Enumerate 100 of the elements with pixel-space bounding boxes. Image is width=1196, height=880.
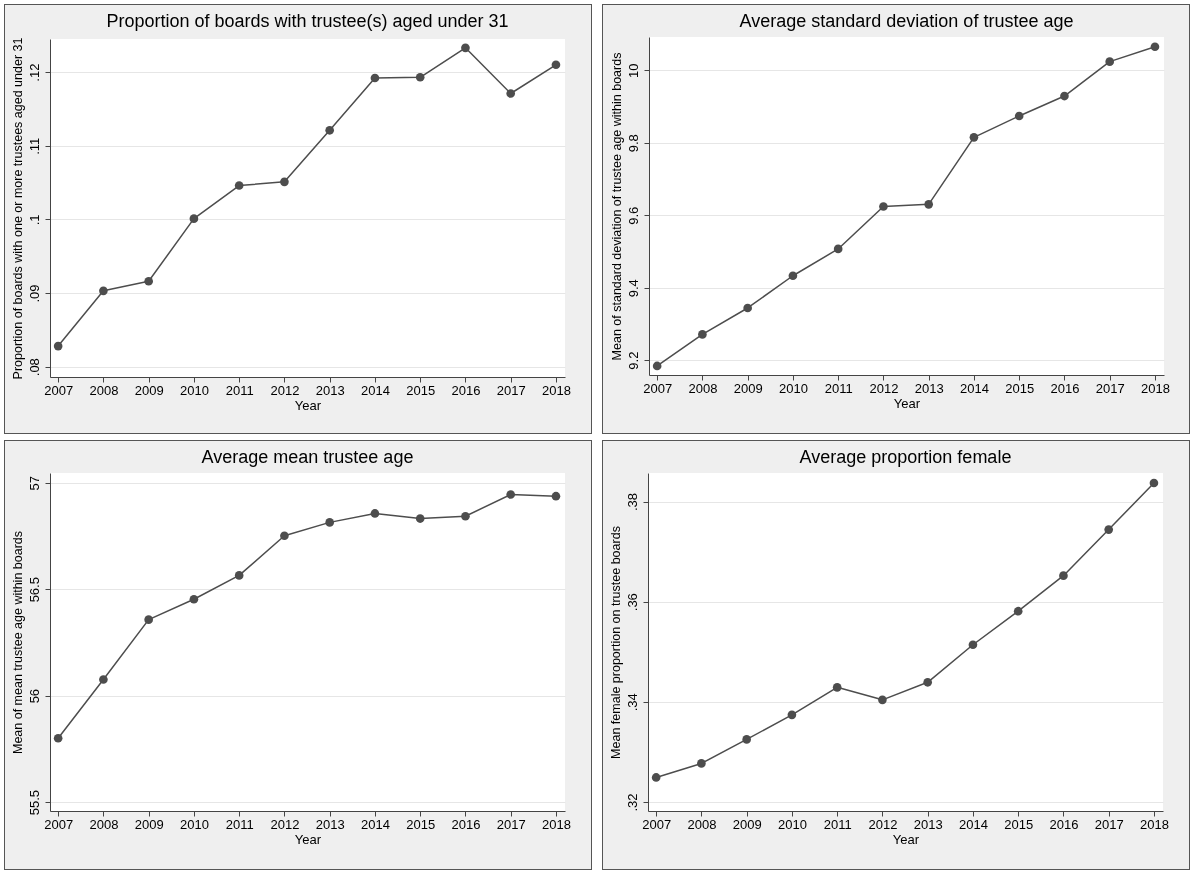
x-tick-label: 2017 [496,816,526,832]
y-tick-label: 56.5 [26,577,42,603]
x-tick-label: 2013 [913,816,943,832]
point [1149,478,1159,488]
y-tick-label: .1 [26,214,42,226]
point [652,361,662,371]
chart-title: Average mean trustee age [201,447,414,467]
chart-title: Average proportion female [799,447,1012,467]
point [551,491,561,501]
point [189,214,199,223]
x-tick-label: 2017 [496,382,526,398]
point [53,341,63,351]
x-tick-label: 2015 [406,816,436,832]
point [651,773,661,782]
x-tick-label: 2011 [225,382,254,398]
x-tick-label: 2013 [315,816,345,832]
x-tick-label: 2011 [823,816,852,832]
point [370,509,380,518]
y-axis-title: Mean of mean trustee age within boards [10,530,25,755]
point [698,330,707,339]
x-tick-label: 2016 [451,382,481,398]
x-tick-label: 2007 [44,382,74,398]
y-tick-label: .32 [624,793,640,812]
x-tick-label: 2018 [541,382,571,398]
point [415,514,425,523]
point [234,571,244,580]
point [506,89,516,98]
x-tick-label: 2018 [1139,816,1169,832]
point [833,244,843,254]
x-tick-label: 2012 [270,382,300,398]
y-tick-label: 9.8 [625,134,641,153]
point [787,710,797,720]
point [325,125,334,135]
point [506,490,516,499]
x-tick-label: 2016 [1049,816,1079,832]
point [1014,111,1024,121]
x-tick-label: 2016 [451,816,481,832]
x-tick-label: 2014 [959,380,989,396]
x-tick-label: 2009 [134,382,164,398]
point [923,677,932,687]
x-axis-title: Year [892,831,920,847]
x-tick-label: 2009 [732,816,762,832]
point [415,72,425,82]
point [742,735,751,744]
y-tick-label: .08 [26,358,42,377]
point [551,60,561,70]
point [189,594,199,604]
x-tick-label: 2015 [406,382,436,398]
y-tick-label: .38 [624,493,640,512]
point [1013,606,1023,616]
y-tick-label: .12 [26,63,42,82]
y-tick-label: 55.5 [26,789,42,816]
y-tick-label: 9.4 [625,279,641,298]
y-tick-label: 10 [625,63,641,79]
x-tick-label: 2018 [1140,380,1170,396]
y-tick-label: 9.6 [625,206,641,225]
x-tick-label: 2008 [89,382,119,398]
x-tick-label: 2013 [914,380,944,396]
point [1060,91,1069,101]
point [461,43,470,53]
point [832,683,842,692]
x-tick-label: 2011 [225,816,254,832]
x-tick-label: 2016 [1050,380,1080,396]
x-tick-label: 2008 [688,380,718,396]
x-tick-label: 2014 [958,816,988,832]
point [743,303,752,313]
point [461,511,470,521]
point [697,759,706,768]
x-axis-title: Year [294,397,322,413]
x-tick-label: 2013 [315,382,345,398]
x-tick-label: 2015 [1004,816,1034,832]
x-tick-label: 2008 [89,816,119,832]
x-tick-label: 2007 [642,816,672,832]
x-tick-label: 2010 [179,382,209,398]
y-axis-title: Mean of standard deviation of trustee age within boards [609,52,624,361]
x-tick-label: 2015 [1005,380,1035,396]
x-tick-label: 2012 [868,816,898,832]
point [53,733,63,743]
x-tick-label: 2017 [1095,380,1125,396]
y-axis-title: Proportion of boards with one or more trustees aged under 31 [10,37,25,380]
x-tick-label: 2010 [778,380,808,396]
x-tick-label: 2008 [687,816,717,832]
y-tick-label: .09 [26,284,42,303]
point [1059,571,1068,580]
x-tick-label: 2010 [179,816,209,832]
chart-title: Average standard deviation of trustee age [739,11,1074,31]
y-tick-label: 56 [26,688,42,704]
point [1104,525,1114,534]
x-axis-title: Year [893,395,921,411]
point [879,202,888,211]
point [968,640,978,650]
x-tick-label: 2009 [134,816,164,832]
x-tick-label: 2017 [1094,816,1124,832]
point [234,181,244,190]
point [1105,57,1115,66]
point [144,276,153,286]
y-tick-label: 57 [26,476,42,491]
y-axis-title: Mean female proportion on trustee boards [608,526,623,759]
x-tick-label: 2012 [869,380,899,396]
x-tick-label: 2009 [733,380,763,396]
